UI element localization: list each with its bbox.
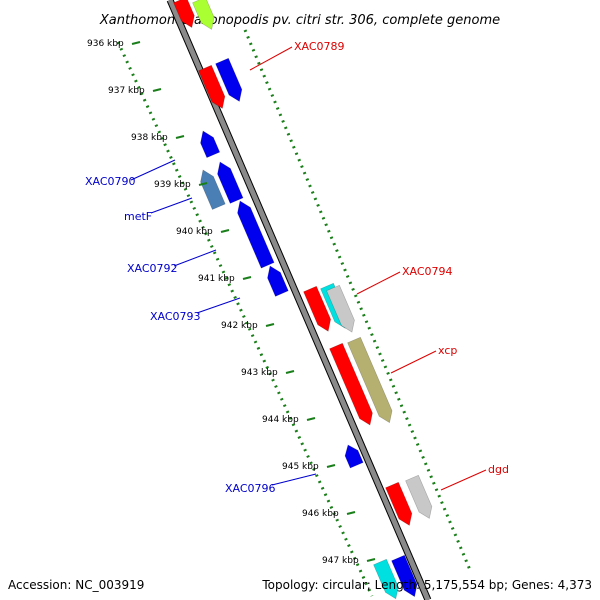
label-leader-line	[130, 159, 176, 181]
gene-label-left[interactable]: XAC0792	[127, 262, 178, 275]
label-leader-line	[150, 197, 193, 214]
tick-mark	[152, 88, 162, 92]
gene-arrow[interactable]	[200, 130, 221, 159]
left-gene-labels: XAC0790 metF XAC0792 XAC0793 XAC0796	[85, 159, 317, 495]
tick-label: 938 kbp	[131, 133, 168, 143]
tick-mark	[265, 323, 275, 327]
accession-text: Accession: NC_003919	[8, 578, 145, 592]
gene-arrow[interactable]	[373, 558, 399, 600]
tick-label: 942 kbp	[221, 321, 258, 331]
tick-mark	[131, 41, 141, 45]
gene-arrow[interactable]	[173, 0, 195, 29]
tick-label: 939 kbp	[154, 180, 191, 190]
tick-label: 945 kbp	[282, 462, 319, 472]
gene-features	[173, 0, 433, 600]
tick-mark	[285, 370, 295, 374]
gene-label-right[interactable]: XAC0789	[294, 40, 345, 53]
label-leader-line	[271, 473, 317, 486]
tick-label: 937 kbp	[108, 86, 145, 96]
gene-arrow[interactable]	[329, 342, 373, 426]
gene-arrow[interactable]	[267, 265, 289, 297]
gene-label-left[interactable]: metF	[124, 210, 152, 223]
inner-dots-line	[243, 29, 472, 571]
tick-mark	[242, 276, 252, 280]
tick-mark	[220, 229, 230, 233]
label-leader-line	[356, 271, 401, 295]
tick-mark	[366, 558, 376, 562]
gene-arrow[interactable]	[405, 474, 433, 519]
gene-label-left[interactable]: XAC0793	[150, 310, 201, 323]
tick-mark	[175, 135, 185, 139]
tick-label: 944 kbp	[262, 415, 299, 425]
label-leader-line	[173, 249, 217, 267]
tick-label: 943 kbp	[241, 368, 278, 378]
gene-arrow[interactable]	[303, 285, 331, 332]
gene-label-left[interactable]: XAC0796	[225, 482, 276, 495]
gene-arrow[interactable]	[344, 444, 364, 469]
gene-arrow[interactable]	[200, 169, 226, 210]
gene-arrow[interactable]	[217, 161, 244, 204]
gene-arrow[interactable]	[347, 336, 393, 424]
label-leader-line	[196, 297, 241, 314]
tick-label: 936 kbp	[87, 39, 124, 49]
gene-label-right[interactable]: xcp	[438, 344, 457, 357]
tick-mark	[326, 464, 336, 468]
tick-mark	[306, 417, 316, 421]
gene-label-left[interactable]: XAC0790	[85, 175, 136, 188]
genome-title: Xanthomonas axonopodis pv. citri str. 30…	[99, 13, 500, 28]
tick-label: 941 kbp	[198, 274, 235, 284]
tick-label: 946 kbp	[302, 509, 339, 519]
gene-label-right[interactable]: XAC0794	[402, 265, 453, 278]
inner-tick-track	[243, 29, 472, 571]
label-leader-line	[249, 46, 293, 71]
label-leader-line	[390, 350, 437, 374]
gene-arrow[interactable]	[326, 284, 355, 333]
tick-label: 940 kbp	[176, 227, 213, 237]
gene-arrow[interactable]	[385, 481, 413, 526]
label-leader-line	[440, 469, 487, 491]
gene-arrow[interactable]	[215, 57, 243, 102]
gene-arrow[interactable]	[237, 200, 275, 269]
gene-arrow[interactable]	[192, 0, 215, 30]
tick-mark	[198, 182, 208, 186]
tick-mark	[346, 511, 356, 515]
tick-label: 947 kbp	[322, 556, 359, 566]
gene-arrow[interactable]	[198, 64, 226, 109]
topology-text: Topology: circular; Length: 5,175,554 bp…	[262, 578, 592, 592]
right-gene-labels: XAC0789 XAC0794 xcp dgd	[249, 40, 509, 491]
gene-label-right[interactable]: dgd	[488, 463, 509, 476]
kbp-ticks: 936 kbp 937 kbp 938 kbp 939 kbp 940 kbp 941 k…	[87, 39, 376, 566]
gene-arrow[interactable]	[391, 554, 418, 598]
